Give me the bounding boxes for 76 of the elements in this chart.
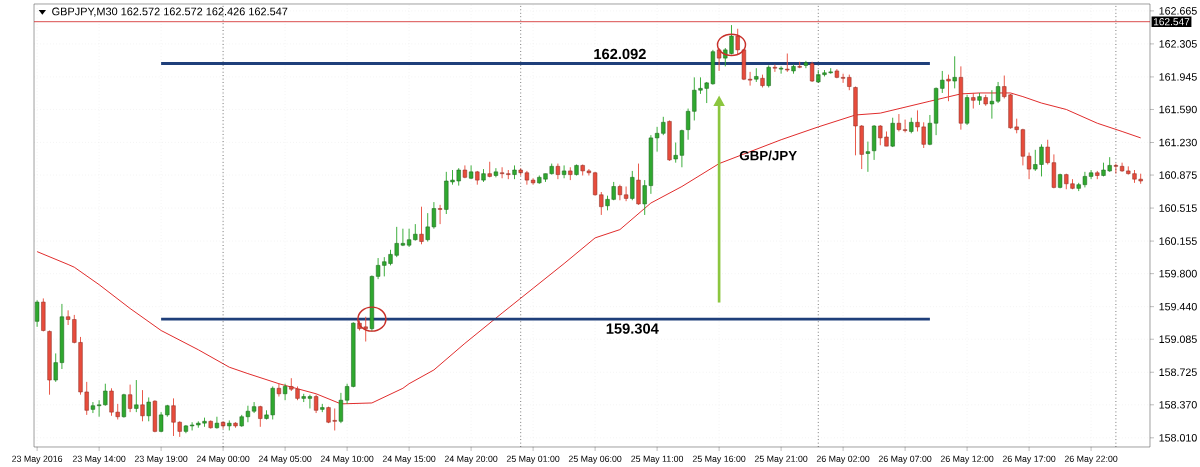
- candlestick: [778, 65, 784, 75]
- candlestick: [952, 55, 957, 89]
- x-tick-label: 24 May 15:00: [382, 455, 436, 464]
- x-tick-label: 25 May 16:00: [692, 455, 746, 464]
- x-tick-label: 25 May 01:00: [506, 455, 560, 464]
- candlestick: [1113, 163, 1119, 175]
- candlestick: [772, 64, 778, 73]
- chart-title: GBPJPY,M30 162.572 162.572 162.426 162.547: [52, 7, 288, 17]
- x-tick-label: 26 May 07:00: [878, 455, 932, 464]
- annotation: GBP/JPY: [739, 150, 797, 161]
- x-tick-label: 26 May 17:00: [1002, 455, 1056, 464]
- candlestick: [561, 164, 567, 179]
- candlestick: [809, 61, 815, 83]
- candlestick: [363, 316, 368, 342]
- x-tick-label: 24 May 05:00: [258, 455, 312, 464]
- y-tick-label: 160.515: [1159, 204, 1197, 212]
- y-tick-label: 161.945: [1159, 73, 1197, 81]
- x-tick-label: 26 May 22:00: [1064, 455, 1118, 464]
- x-tick-label: 25 May 21:00: [754, 455, 808, 464]
- candlestick: [785, 53, 790, 73]
- candlestick: [630, 170, 635, 201]
- y-tick-label: 158.010: [1159, 434, 1197, 442]
- candlestick: [530, 177, 536, 186]
- y-tick-label: 159.085: [1159, 335, 1197, 343]
- x-tick-label: 24 May 20:00: [444, 455, 498, 464]
- y-tick-label: 161.230: [1159, 138, 1197, 147]
- y-tick-label: 158.725: [1159, 368, 1197, 377]
- candlestick: [890, 117, 895, 148]
- candlestick: [140, 389, 145, 422]
- candlestick: [989, 89, 995, 120]
- candlestick: [716, 47, 722, 72]
- y-tick-label: 160.875: [1159, 171, 1197, 179]
- x-tick-label: 23 May 19:00: [134, 455, 188, 464]
- y-tick-label: 162.305: [1159, 40, 1197, 48]
- y-tick-label: 161.590: [1159, 105, 1197, 114]
- candlestick: [1026, 152, 1032, 180]
- ref-line-label: 162.547: [1153, 18, 1190, 26]
- y-tick-label: 159.440: [1159, 302, 1197, 311]
- candlestick: [34, 299, 40, 328]
- candlestick: [276, 383, 282, 398]
- y-tick-label: 158.370: [1159, 401, 1197, 409]
- x-tick-label: 26 May 12:00: [940, 455, 994, 464]
- candlestick: [146, 396, 151, 422]
- candlestick: [995, 81, 1001, 104]
- x-tick-label: 24 May 00:00: [196, 455, 250, 464]
- candlestick: [946, 74, 951, 102]
- candlestick: [134, 379, 139, 413]
- candlestick: [251, 401, 257, 414]
- candlestick: [623, 186, 629, 202]
- candlestick: [214, 416, 220, 430]
- candlestick: [338, 392, 344, 424]
- candlestick: [747, 71, 753, 87]
- x-tick-label: 25 May 06:00: [568, 455, 622, 464]
- y-tick-label: 160.155: [1159, 237, 1197, 245]
- x-tick-label: 25 May 11:00: [631, 455, 684, 464]
- candlestick: [927, 114, 933, 146]
- candlestick: [865, 141, 871, 173]
- candlestick: [313, 394, 319, 414]
- y-tick-label: 162.665: [1159, 7, 1197, 15]
- y-tick-label: 159.800: [1159, 269, 1197, 278]
- x-tick-label: 24 May 10:00: [320, 455, 374, 464]
- candlestick: [468, 164, 474, 180]
- candlestick: [127, 384, 133, 413]
- candlestick: [437, 204, 443, 225]
- candlestick: [636, 163, 641, 206]
- candlestick: [766, 64, 771, 88]
- x-tick-label: 23 May 14:00: [72, 455, 126, 464]
- candlestick: [896, 113, 902, 132]
- x-tick-label: 23 May 2016: [12, 455, 63, 464]
- candlestick: [902, 119, 908, 133]
- annotation: 162.092: [594, 48, 646, 60]
- candlestick: [419, 206, 424, 245]
- candlestick: [282, 383, 288, 401]
- x-tick-label: 26 May 02:00: [816, 455, 870, 464]
- candlestick: [90, 401, 96, 414]
- annotation: 159.304: [606, 323, 659, 334]
